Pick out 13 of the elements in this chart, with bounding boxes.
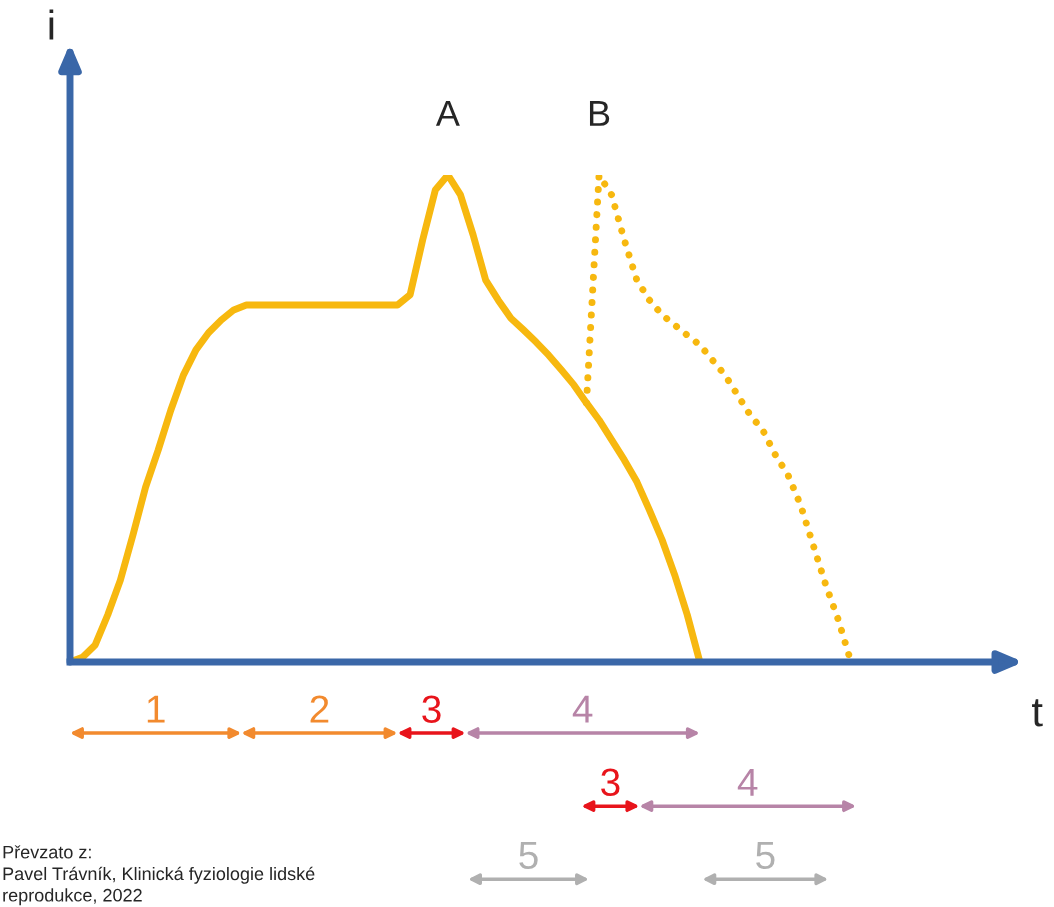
text: 1 [147, 695, 165, 723]
text: 4 [737, 768, 758, 796]
annotation: B [589, 101, 610, 126]
text: Převzato z: Pavel Trávník, Klinická fyziologie lidské reprodukce, 2022 [3, 845, 315, 906]
text: 2 [310, 695, 329, 723]
text: 3 [601, 768, 620, 797]
annotation: A [435, 101, 460, 126]
text: 5 [756, 841, 775, 870]
x-axis-title: t [1032, 699, 1043, 727]
y-axis-title: i [49, 9, 54, 40]
text: 5 [519, 841, 538, 870]
text: 4 [572, 695, 593, 723]
text: 3 [422, 695, 441, 723]
